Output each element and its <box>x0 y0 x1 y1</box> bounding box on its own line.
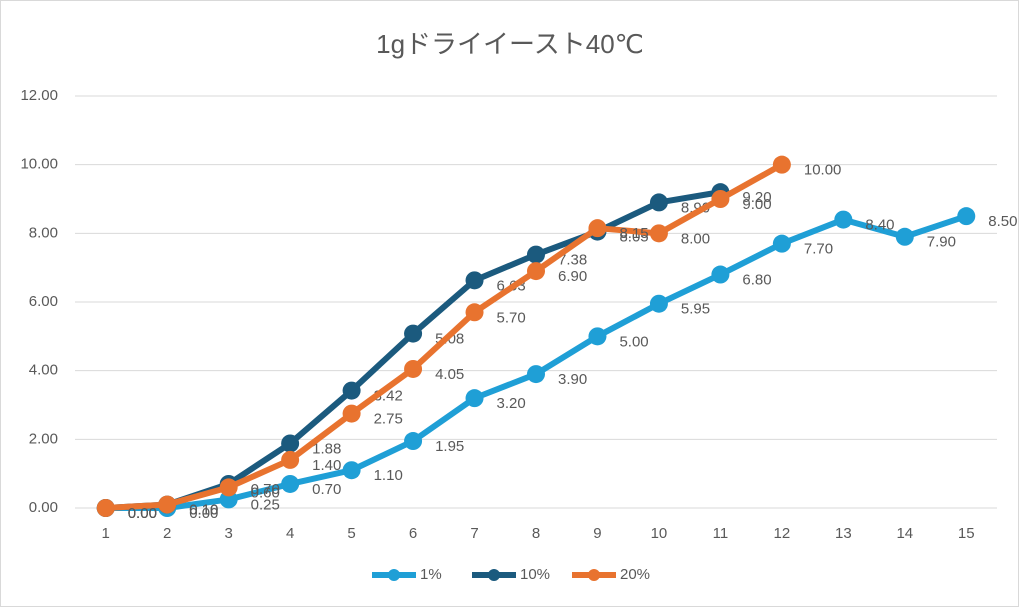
data-point <box>527 262 545 281</box>
series-line <box>105 162 784 511</box>
x-tick-label: 1 <box>102 525 110 542</box>
data-label: 6.90 <box>558 268 587 285</box>
data-label: 8.15 <box>619 225 648 242</box>
data-label: 9.20 <box>742 189 771 206</box>
x-tick-label: 9 <box>593 525 601 542</box>
data-point <box>649 294 668 313</box>
data-point <box>834 210 853 229</box>
data-point <box>342 404 361 423</box>
legend-marker <box>388 569 400 581</box>
x-tick-label: 8 <box>532 525 540 542</box>
data-label: 8.40 <box>865 217 894 234</box>
legend-marker <box>588 569 600 581</box>
data-point <box>711 190 730 208</box>
data-label: 3.20 <box>497 395 526 412</box>
y-tick-label: 4.00 <box>29 362 58 379</box>
data-point <box>404 324 423 343</box>
x-tick-label: 5 <box>347 525 355 542</box>
data-point <box>342 461 361 480</box>
x-tick-label: 4 <box>286 525 294 542</box>
x-tick-label: 6 <box>409 525 417 542</box>
data-point <box>895 227 914 246</box>
legend-label: 10% <box>520 566 550 583</box>
x-tick-label: 2 <box>163 525 171 542</box>
data-label: 0.00 <box>189 505 218 522</box>
y-tick-label: 10.00 <box>20 156 58 173</box>
x-tick-label: 7 <box>470 525 478 542</box>
y-tick-label: 0.00 <box>29 499 58 516</box>
x-tick-label: 13 <box>835 525 852 542</box>
data-point <box>772 234 791 253</box>
data-point <box>649 193 668 212</box>
data-point <box>527 245 545 264</box>
data-label: 9.00 <box>742 196 771 213</box>
data-point <box>342 381 361 400</box>
data-label: 1.10 <box>374 467 403 484</box>
x-tick-label: 15 <box>958 525 975 542</box>
data-label: 1.88 <box>312 440 341 457</box>
x-tick-label: 12 <box>774 525 791 542</box>
data-point <box>649 224 668 243</box>
legend-label: 1% <box>420 566 442 583</box>
y-tick-label: 12.00 <box>20 87 58 104</box>
data-label: 7.90 <box>927 234 956 251</box>
y-tick-label: 8.00 <box>29 224 58 241</box>
data-point <box>465 271 484 290</box>
data-label: 5.95 <box>681 301 710 318</box>
data-label: 5.00 <box>619 333 648 350</box>
x-tick-label: 11 <box>713 525 729 542</box>
data-label: 7.38 <box>558 252 587 269</box>
data-point <box>96 499 115 517</box>
data-label: 0.70 <box>312 481 341 498</box>
data-point <box>281 434 300 453</box>
data-label: 0.70 <box>251 481 280 498</box>
data-label: 0.10 <box>189 502 218 519</box>
data-point <box>465 303 484 322</box>
data-point <box>588 327 607 346</box>
data-label: 3.90 <box>558 371 587 388</box>
legend-marker <box>488 569 500 581</box>
data-label: 5.70 <box>497 309 526 326</box>
data-point <box>527 365 545 384</box>
data-point <box>588 219 607 238</box>
data-point <box>281 474 300 493</box>
y-tick-label: 2.00 <box>29 430 58 447</box>
data-label: 0.25 <box>251 496 280 513</box>
legend-label: 20% <box>620 566 650 583</box>
data-label: 7.70 <box>804 241 833 258</box>
data-point <box>219 478 238 497</box>
data-label: 8.50 <box>988 213 1017 230</box>
data-point <box>711 265 730 284</box>
data-point <box>404 432 423 451</box>
x-tick-label: 3 <box>224 525 232 542</box>
data-label: 8.00 <box>681 230 710 247</box>
data-label: 10.00 <box>804 162 842 179</box>
data-label: 0.00 <box>128 505 157 522</box>
data-label: 0.10 <box>189 502 218 519</box>
data-point <box>772 155 791 174</box>
x-tick-label: 10 <box>651 525 668 542</box>
x-tick-label: 14 <box>896 525 913 542</box>
data-point <box>465 389 484 408</box>
data-point <box>281 450 300 469</box>
y-tick-label: 6.00 <box>29 293 58 310</box>
data-point <box>158 495 177 514</box>
data-label: 4.05 <box>435 366 464 383</box>
chart-title: 1gドライイースト40℃ <box>376 29 644 59</box>
data-point <box>957 207 976 226</box>
data-label: 1.95 <box>435 438 464 455</box>
data-label: 6.80 <box>742 272 771 289</box>
data-label: 0.60 <box>251 484 280 501</box>
data-point <box>404 359 423 378</box>
data-label: 2.75 <box>374 411 403 428</box>
data-label: 1.40 <box>312 457 341 474</box>
